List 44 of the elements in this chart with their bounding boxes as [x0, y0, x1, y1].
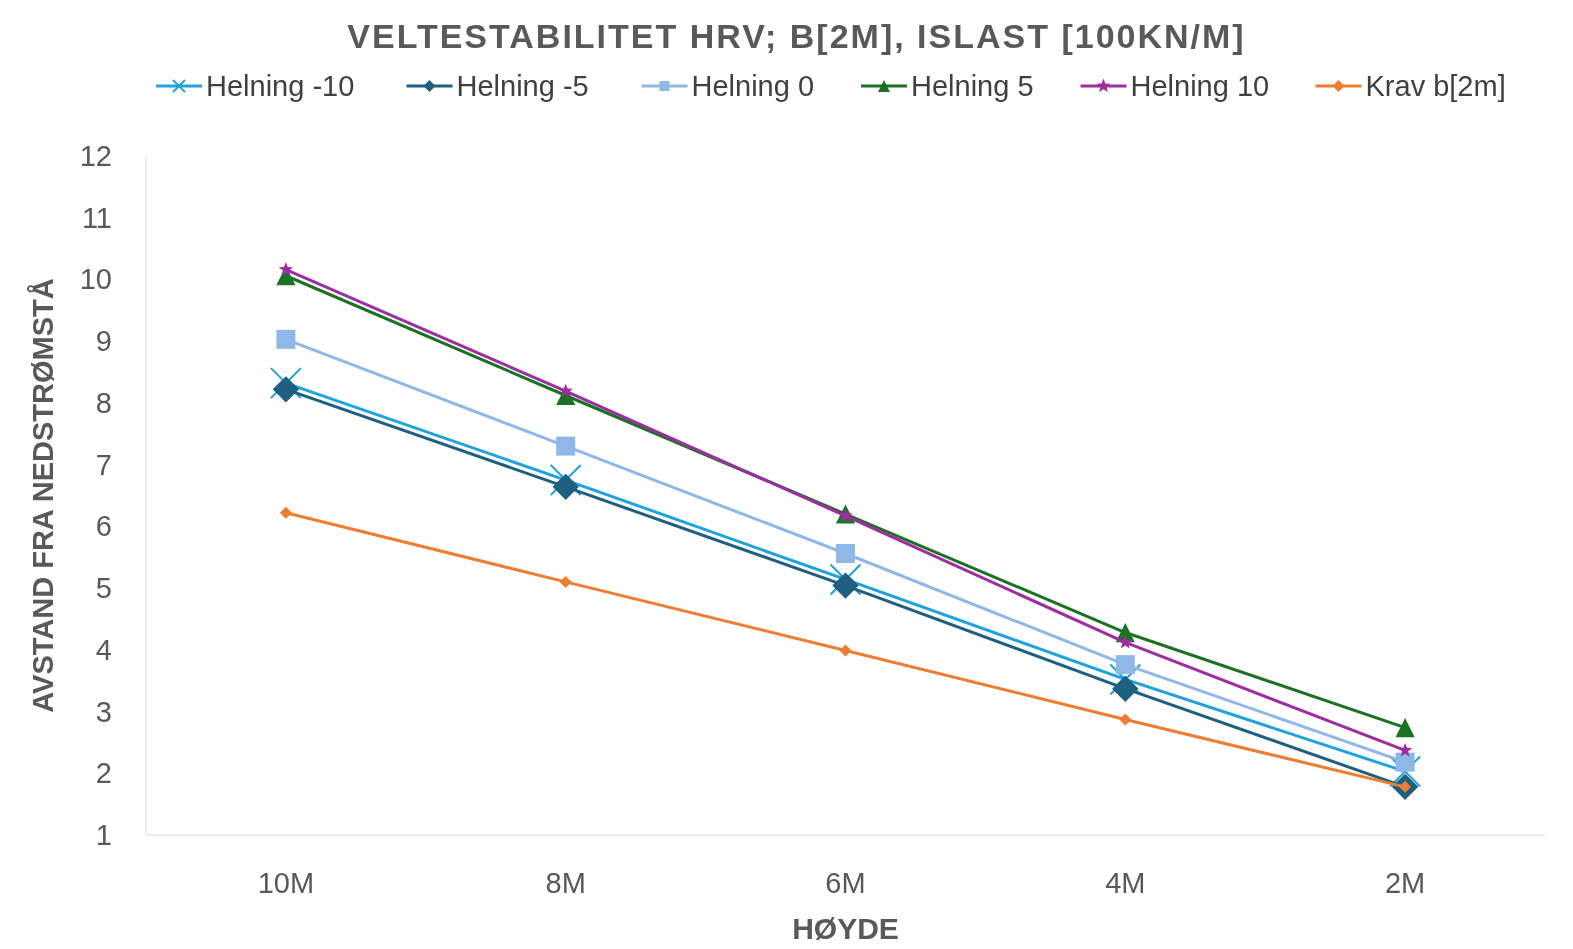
point: [276, 329, 296, 349]
point: [272, 376, 300, 403]
x-tick-label: 10M: [257, 867, 315, 899]
point: [558, 383, 573, 398]
point: [279, 506, 292, 519]
legend-label: Helning 0: [691, 70, 815, 102]
x-tick-label: 4M: [1105, 867, 1146, 899]
x-tick-label: 6M: [825, 867, 866, 899]
y-tick-label: 10: [79, 263, 112, 296]
x-axis-title: HØYDE: [792, 912, 899, 945]
y-tick-label: 9: [95, 325, 112, 358]
y-tick-label: 4: [95, 633, 112, 666]
y-axis-title: AVSTAND FRA NEDSTRØMSTÅ: [27, 278, 59, 713]
point: [559, 575, 572, 588]
point: [1119, 713, 1132, 726]
y-tick-label: 6: [95, 510, 112, 543]
chart-title: VELTESTABILITET HRV; B[2M], ISLAST [100KN/M]: [347, 17, 1246, 55]
point: [1112, 675, 1139, 702]
x-tick-label: 8M: [545, 867, 586, 899]
y-tick-label: 8: [95, 386, 112, 419]
legend-label: Helning -5: [456, 70, 589, 102]
legend-label: Helning -10: [206, 70, 355, 102]
point: [1115, 655, 1135, 675]
point: [1397, 742, 1413, 757]
point: [1118, 634, 1133, 649]
legend-label: Helning 5: [911, 70, 1034, 102]
y-tick-label: 1: [95, 819, 112, 851]
y-tick-label: 5: [95, 572, 112, 605]
y-tick-label: 11: [81, 201, 112, 234]
point: [1395, 752, 1415, 772]
y-tick-label: 7: [95, 448, 112, 481]
x-tick-label: 2M: [1384, 867, 1426, 899]
y-tick-label: 3: [95, 695, 112, 728]
point: [1395, 717, 1415, 738]
legend-label: Helning 10: [1130, 70, 1270, 102]
point: [836, 544, 855, 564]
point: [832, 572, 859, 599]
point: [556, 436, 576, 456]
y-tick-label: 12: [79, 140, 112, 172]
legend-label: Krav b[2m]: [1365, 70, 1506, 102]
point: [552, 473, 579, 501]
point: [839, 644, 852, 657]
point: [278, 262, 294, 276]
y-tick-label: 2: [95, 757, 112, 790]
